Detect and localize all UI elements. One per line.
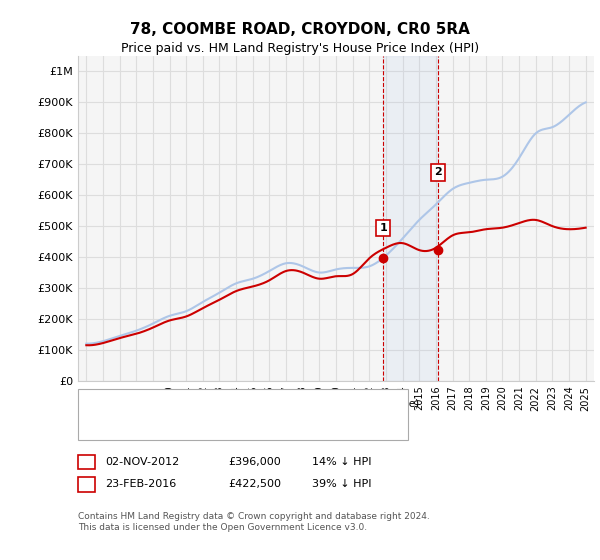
Text: 02-NOV-2012: 02-NOV-2012	[105, 457, 179, 467]
Text: 39% ↓ HPI: 39% ↓ HPI	[312, 479, 371, 489]
Bar	[383, 56, 438, 381]
Text: 23-FEB-2016: 23-FEB-2016	[105, 479, 176, 489]
Text: 1: 1	[379, 223, 387, 233]
Text: 2: 2	[83, 479, 90, 489]
Text: Contains HM Land Registry data © Crown copyright and database right 2024.
This d: Contains HM Land Registry data © Crown c…	[78, 512, 430, 532]
Text: 1: 1	[83, 457, 90, 467]
Text: HPI: Average price, detached house, Croydon: HPI: Average price, detached house, Croy…	[114, 421, 350, 431]
Text: 78, COOMBE ROAD, CROYDON, CR0 5RA: 78, COOMBE ROAD, CROYDON, CR0 5RA	[130, 22, 470, 38]
Text: Price paid vs. HM Land Registry's House Price Index (HPI): Price paid vs. HM Land Registry's House …	[121, 42, 479, 55]
Text: £422,500: £422,500	[228, 479, 281, 489]
Text: 2: 2	[434, 167, 442, 178]
Text: £396,000: £396,000	[228, 457, 281, 467]
Text: 14% ↓ HPI: 14% ↓ HPI	[312, 457, 371, 467]
Text: 78, COOMBE ROAD, CROYDON, CR0 5RA (detached house): 78, COOMBE ROAD, CROYDON, CR0 5RA (detac…	[114, 398, 419, 408]
